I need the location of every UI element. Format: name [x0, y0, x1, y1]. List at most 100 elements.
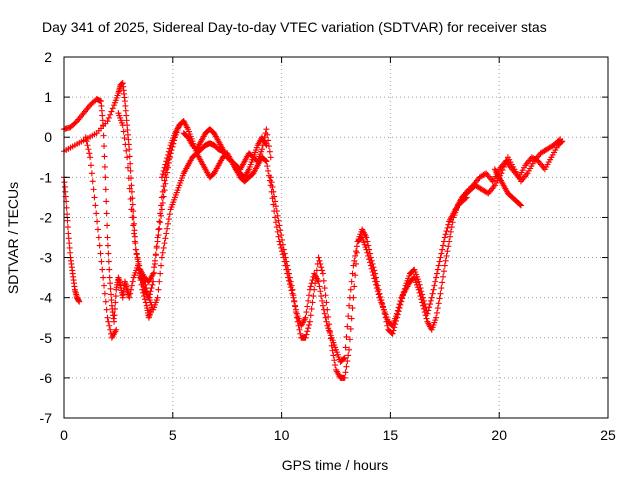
data-point	[264, 131, 271, 138]
data-point	[105, 258, 112, 265]
data-point	[317, 288, 324, 295]
data-point	[319, 297, 326, 304]
data-point	[302, 334, 309, 341]
data-point	[149, 281, 156, 288]
data-point	[318, 293, 325, 300]
data-point	[310, 293, 317, 300]
data-point	[111, 318, 118, 325]
data-point	[302, 314, 309, 321]
data-point	[165, 151, 172, 158]
data-point	[348, 278, 355, 285]
data-point	[128, 206, 135, 213]
data-point	[329, 347, 336, 354]
data-point	[438, 285, 445, 292]
data-point	[107, 285, 114, 292]
data-point	[97, 250, 104, 257]
data-point	[166, 211, 173, 218]
data-point	[101, 153, 108, 160]
data-point	[447, 233, 454, 240]
data-point	[158, 254, 165, 261]
data-point	[348, 315, 355, 322]
data-point	[265, 167, 272, 174]
data-point	[441, 262, 448, 269]
data-point	[340, 355, 347, 362]
data-point	[341, 374, 348, 381]
data-point	[107, 111, 114, 118]
data-point	[384, 322, 391, 329]
data-point	[152, 251, 159, 258]
data-point	[415, 278, 422, 285]
data-point	[350, 294, 357, 301]
data-point	[419, 291, 426, 298]
data-point	[269, 183, 276, 190]
data-point	[446, 238, 453, 245]
data-point	[134, 254, 141, 261]
x-tick-label: 20	[491, 427, 507, 443]
data-point	[163, 230, 170, 237]
data-point	[430, 286, 437, 293]
data-point	[435, 262, 442, 269]
data-point	[160, 193, 167, 200]
data-point	[64, 224, 71, 231]
data-point	[108, 291, 115, 298]
data-point	[131, 238, 138, 245]
data-point	[365, 242, 372, 249]
data-point	[325, 313, 332, 320]
data-point	[104, 222, 111, 229]
data-point	[98, 258, 105, 265]
data-point	[96, 242, 103, 249]
data-point	[369, 260, 376, 267]
data-point	[373, 274, 380, 281]
data-point	[156, 225, 163, 232]
data-point	[126, 153, 133, 160]
data-point	[484, 189, 491, 196]
data-point	[322, 314, 329, 321]
data-point	[121, 135, 128, 142]
data-point	[158, 212, 165, 219]
data-point	[266, 148, 273, 155]
data-point	[303, 309, 310, 316]
data-point	[380, 303, 387, 310]
data-point	[259, 146, 266, 153]
data-point	[420, 294, 427, 301]
data-point	[328, 342, 335, 349]
data-point	[427, 297, 434, 304]
data-point	[136, 262, 143, 269]
data-point	[265, 143, 272, 150]
data-point	[289, 286, 296, 293]
data-point	[438, 250, 445, 257]
data-point	[263, 126, 270, 133]
data-point	[367, 254, 374, 261]
data-point	[166, 145, 173, 152]
data-point	[135, 258, 142, 265]
data-point	[383, 318, 390, 325]
data-point	[103, 210, 110, 217]
data-point	[108, 297, 115, 304]
data-point	[88, 170, 95, 177]
data-point	[316, 257, 323, 264]
data-point	[133, 250, 140, 257]
data-point	[439, 246, 446, 253]
data-point	[502, 160, 509, 167]
data-point	[162, 235, 169, 242]
data-point	[345, 313, 352, 320]
data-point	[555, 137, 562, 144]
data-point	[283, 258, 290, 265]
data-point	[313, 267, 320, 274]
data-point	[320, 277, 327, 284]
y-axis-label: SDTVAR / TECUs	[5, 182, 21, 294]
data-point	[426, 304, 433, 311]
data-point	[102, 186, 109, 193]
data-point	[317, 260, 324, 267]
data-point	[437, 290, 444, 297]
data-point	[435, 300, 442, 307]
data-point	[432, 278, 439, 285]
series-trace-k	[463, 138, 566, 197]
data-point	[420, 297, 427, 304]
data-point	[157, 219, 164, 226]
data-point	[125, 175, 132, 182]
data-point	[281, 250, 288, 257]
data-point	[104, 234, 111, 241]
data-point	[306, 292, 313, 299]
